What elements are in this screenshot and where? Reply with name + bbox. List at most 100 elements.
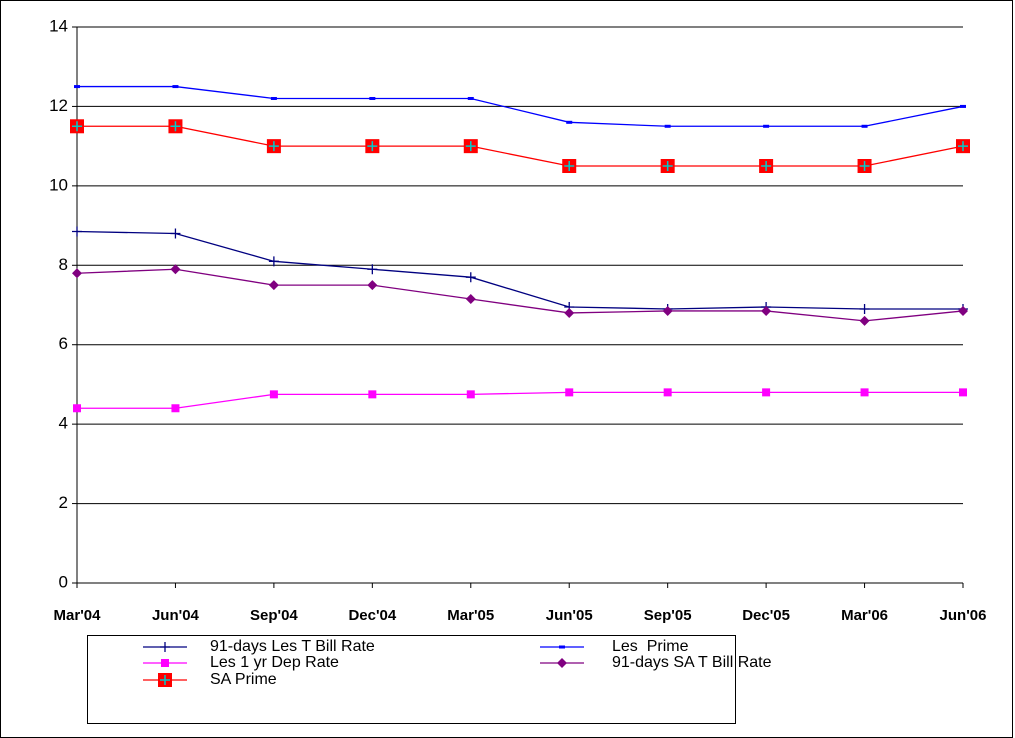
marker: [168, 119, 183, 134]
marker: [463, 139, 478, 154]
marker-shape: [466, 390, 475, 399]
marker-shape: [465, 294, 476, 305]
marker: [859, 315, 870, 326]
x-tick-label: Dec'05: [742, 607, 790, 624]
marker: [367, 264, 378, 275]
marker: [958, 305, 968, 316]
marker: [660, 159, 675, 173]
y-tick-label: 4: [59, 414, 68, 433]
x-tick-label: Mar'05: [447, 607, 494, 624]
series-line: [77, 125, 964, 167]
y-tick-label: 0: [59, 572, 68, 591]
marker-shape: [171, 404, 180, 413]
marker-shape: [565, 388, 574, 397]
marker-shape: [367, 141, 378, 152]
x-tick-label: Jun'05: [546, 607, 593, 624]
marker: [564, 307, 575, 318]
marker: [170, 264, 181, 275]
marker: [662, 305, 673, 316]
marker: [268, 280, 279, 291]
marker: [759, 159, 774, 173]
marker-shape: [170, 121, 181, 132]
marker: [269, 390, 278, 399]
series-line: [77, 391, 963, 409]
marker-shape: [170, 264, 181, 275]
marker: [566, 120, 573, 124]
marker: [266, 139, 281, 154]
x-tick-label: Mar'04: [54, 607, 102, 624]
marker: [664, 124, 671, 128]
marker-shape: [72, 226, 82, 237]
marker: [959, 388, 967, 397]
marker-shape: [564, 161, 575, 171]
marker-shape: [268, 280, 279, 291]
marker-shape: [269, 390, 278, 399]
marker-shape: [861, 124, 868, 128]
marker-shape: [74, 85, 80, 89]
marker: [70, 119, 84, 134]
marker-shape: [367, 280, 378, 291]
marker-shape: [367, 264, 378, 275]
marker-shape: [170, 228, 181, 239]
marker-shape: [160, 675, 170, 685]
marker: [74, 85, 80, 89]
marker: [170, 228, 181, 239]
legend-label: Les 1 yr Dep Rate: [210, 654, 339, 671]
marker: [160, 642, 170, 652]
marker-shape: [72, 121, 82, 132]
marker-shape: [268, 256, 279, 267]
marker: [368, 390, 377, 399]
marker: [663, 388, 672, 397]
marker: [367, 280, 378, 291]
y-tick-label: 10: [49, 175, 68, 194]
marker: [268, 256, 279, 267]
marker: [859, 303, 870, 314]
marker: [365, 139, 380, 154]
x-tick-label: Sep'04: [250, 607, 298, 624]
marker-shape: [172, 85, 179, 89]
y-tick-label: 2: [59, 493, 68, 512]
x-tick-label: Mar'06: [841, 607, 888, 624]
marker-shape: [960, 104, 966, 108]
marker: [466, 390, 475, 399]
marker: [763, 124, 770, 128]
marker: [857, 159, 872, 173]
marker-shape: [860, 388, 869, 397]
marker: [762, 388, 771, 397]
marker: [860, 388, 869, 397]
marker: [172, 85, 179, 89]
marker: [161, 659, 169, 667]
marker: [72, 268, 82, 279]
marker-shape: [369, 96, 376, 100]
marker: [861, 124, 868, 128]
x-tick-label: Sep'05: [644, 607, 692, 624]
marker-shape: [958, 141, 968, 152]
marker-shape: [73, 404, 81, 413]
marker: [565, 388, 574, 397]
marker-shape: [664, 124, 671, 128]
marker-shape: [467, 96, 474, 100]
marker-shape: [859, 161, 870, 171]
marker-shape: [268, 141, 279, 152]
marker: [562, 159, 577, 173]
marker-shape: [763, 124, 770, 128]
y-tick-label: 6: [59, 334, 68, 353]
marker: [72, 226, 82, 237]
y-tick-label: 12: [49, 96, 68, 115]
marker-shape: [662, 305, 673, 316]
marker-shape: [559, 645, 565, 649]
marker-shape: [368, 390, 377, 399]
marker: [956, 139, 970, 154]
marker: [960, 104, 966, 108]
legend-box: [87, 635, 736, 724]
legend-label: Les Prime: [612, 638, 689, 655]
x-tick-label: Jun'04: [152, 607, 200, 624]
marker-shape: [959, 388, 967, 397]
marker: [369, 96, 376, 100]
marker: [761, 305, 772, 316]
marker-shape: [160, 642, 170, 652]
marker-shape: [761, 161, 772, 171]
marker: [465, 294, 476, 305]
